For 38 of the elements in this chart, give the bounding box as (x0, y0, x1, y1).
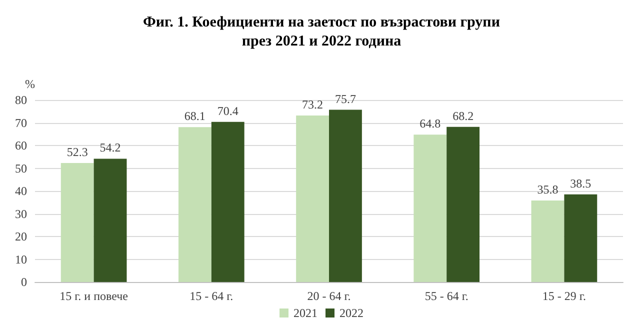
y-tick-label: 60 (15, 138, 27, 152)
bar (211, 122, 244, 282)
x-tick-label: 15 г. и повече (60, 289, 128, 303)
y-tick-label: 70 (15, 116, 27, 130)
bar (446, 126, 480, 282)
data-label: 35.8 (537, 182, 558, 197)
chart-title: Фиг. 1. Коефициенти на заетост по възрастови групи през 2021 и 2022 година (143, 14, 500, 50)
data-label: 54.2 (100, 140, 121, 155)
x-tick-label: 55 - 64 г. (424, 289, 468, 303)
bar (564, 194, 598, 282)
y-tick-label: 20 (15, 230, 27, 244)
x-tick-label: 20 - 64 г. (307, 289, 351, 303)
y-tick-label: 0 (21, 275, 27, 289)
y-tick-label: 10 (15, 252, 27, 266)
y-axis-title: % (25, 77, 35, 91)
data-label: 75.7 (334, 92, 356, 106)
bar (414, 134, 447, 282)
data-label: 68.1 (184, 109, 206, 124)
x-tick-label: 15 - 29 г. (542, 289, 586, 303)
data-label: 68.2 (452, 108, 474, 123)
legend-label: 2022 (340, 306, 364, 320)
bar (178, 127, 212, 282)
y-tick-label: 80 (15, 93, 27, 107)
data-label: 38.5 (570, 176, 592, 190)
bar (94, 158, 127, 282)
bar (60, 163, 94, 282)
bar (531, 200, 564, 282)
x-tick-label: 15 - 64 г. (190, 289, 234, 303)
data-label: 52.3 (66, 145, 88, 160)
bar (329, 110, 362, 282)
data-label: 64.8 (420, 116, 441, 131)
y-tick-label: 40 (15, 184, 27, 198)
data-label: 73.2 (302, 97, 324, 112)
y-tick-label: 30 (15, 206, 27, 221)
y-tick-label: 50 (15, 161, 27, 176)
legend-label: 2021 (294, 306, 318, 320)
bar (296, 115, 329, 282)
data-label: 70.4 (217, 104, 238, 118)
